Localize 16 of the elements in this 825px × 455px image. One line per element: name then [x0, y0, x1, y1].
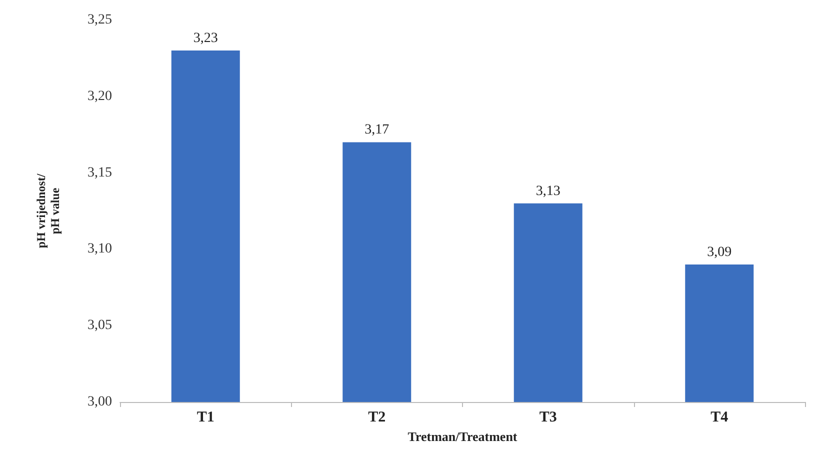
y-tick-label: 3,00: [88, 394, 112, 410]
y-tick-label: 3,05: [88, 318, 112, 334]
data-label: 3,09: [707, 244, 732, 260]
y-tick-label: 3,15: [88, 165, 112, 180]
data-label: 3,13: [536, 184, 560, 199]
y-axis-title: pH vrijednost/ pH value: [34, 173, 62, 248]
y-tick-label: 3,25: [88, 12, 112, 28]
x-axis-title: Tretman/Treatment: [408, 429, 518, 444]
x-tick-label: T2: [368, 410, 386, 426]
y-tick-label: 3,10: [88, 242, 112, 257]
data-label: 3,17: [364, 122, 390, 138]
data-label: 3,23: [193, 31, 218, 46]
y-tick-label: 3,20: [88, 88, 112, 104]
x-tick-label: T3: [539, 410, 557, 426]
x-tick-label: T4: [710, 410, 729, 426]
x-tick-label: T1: [196, 410, 214, 426]
